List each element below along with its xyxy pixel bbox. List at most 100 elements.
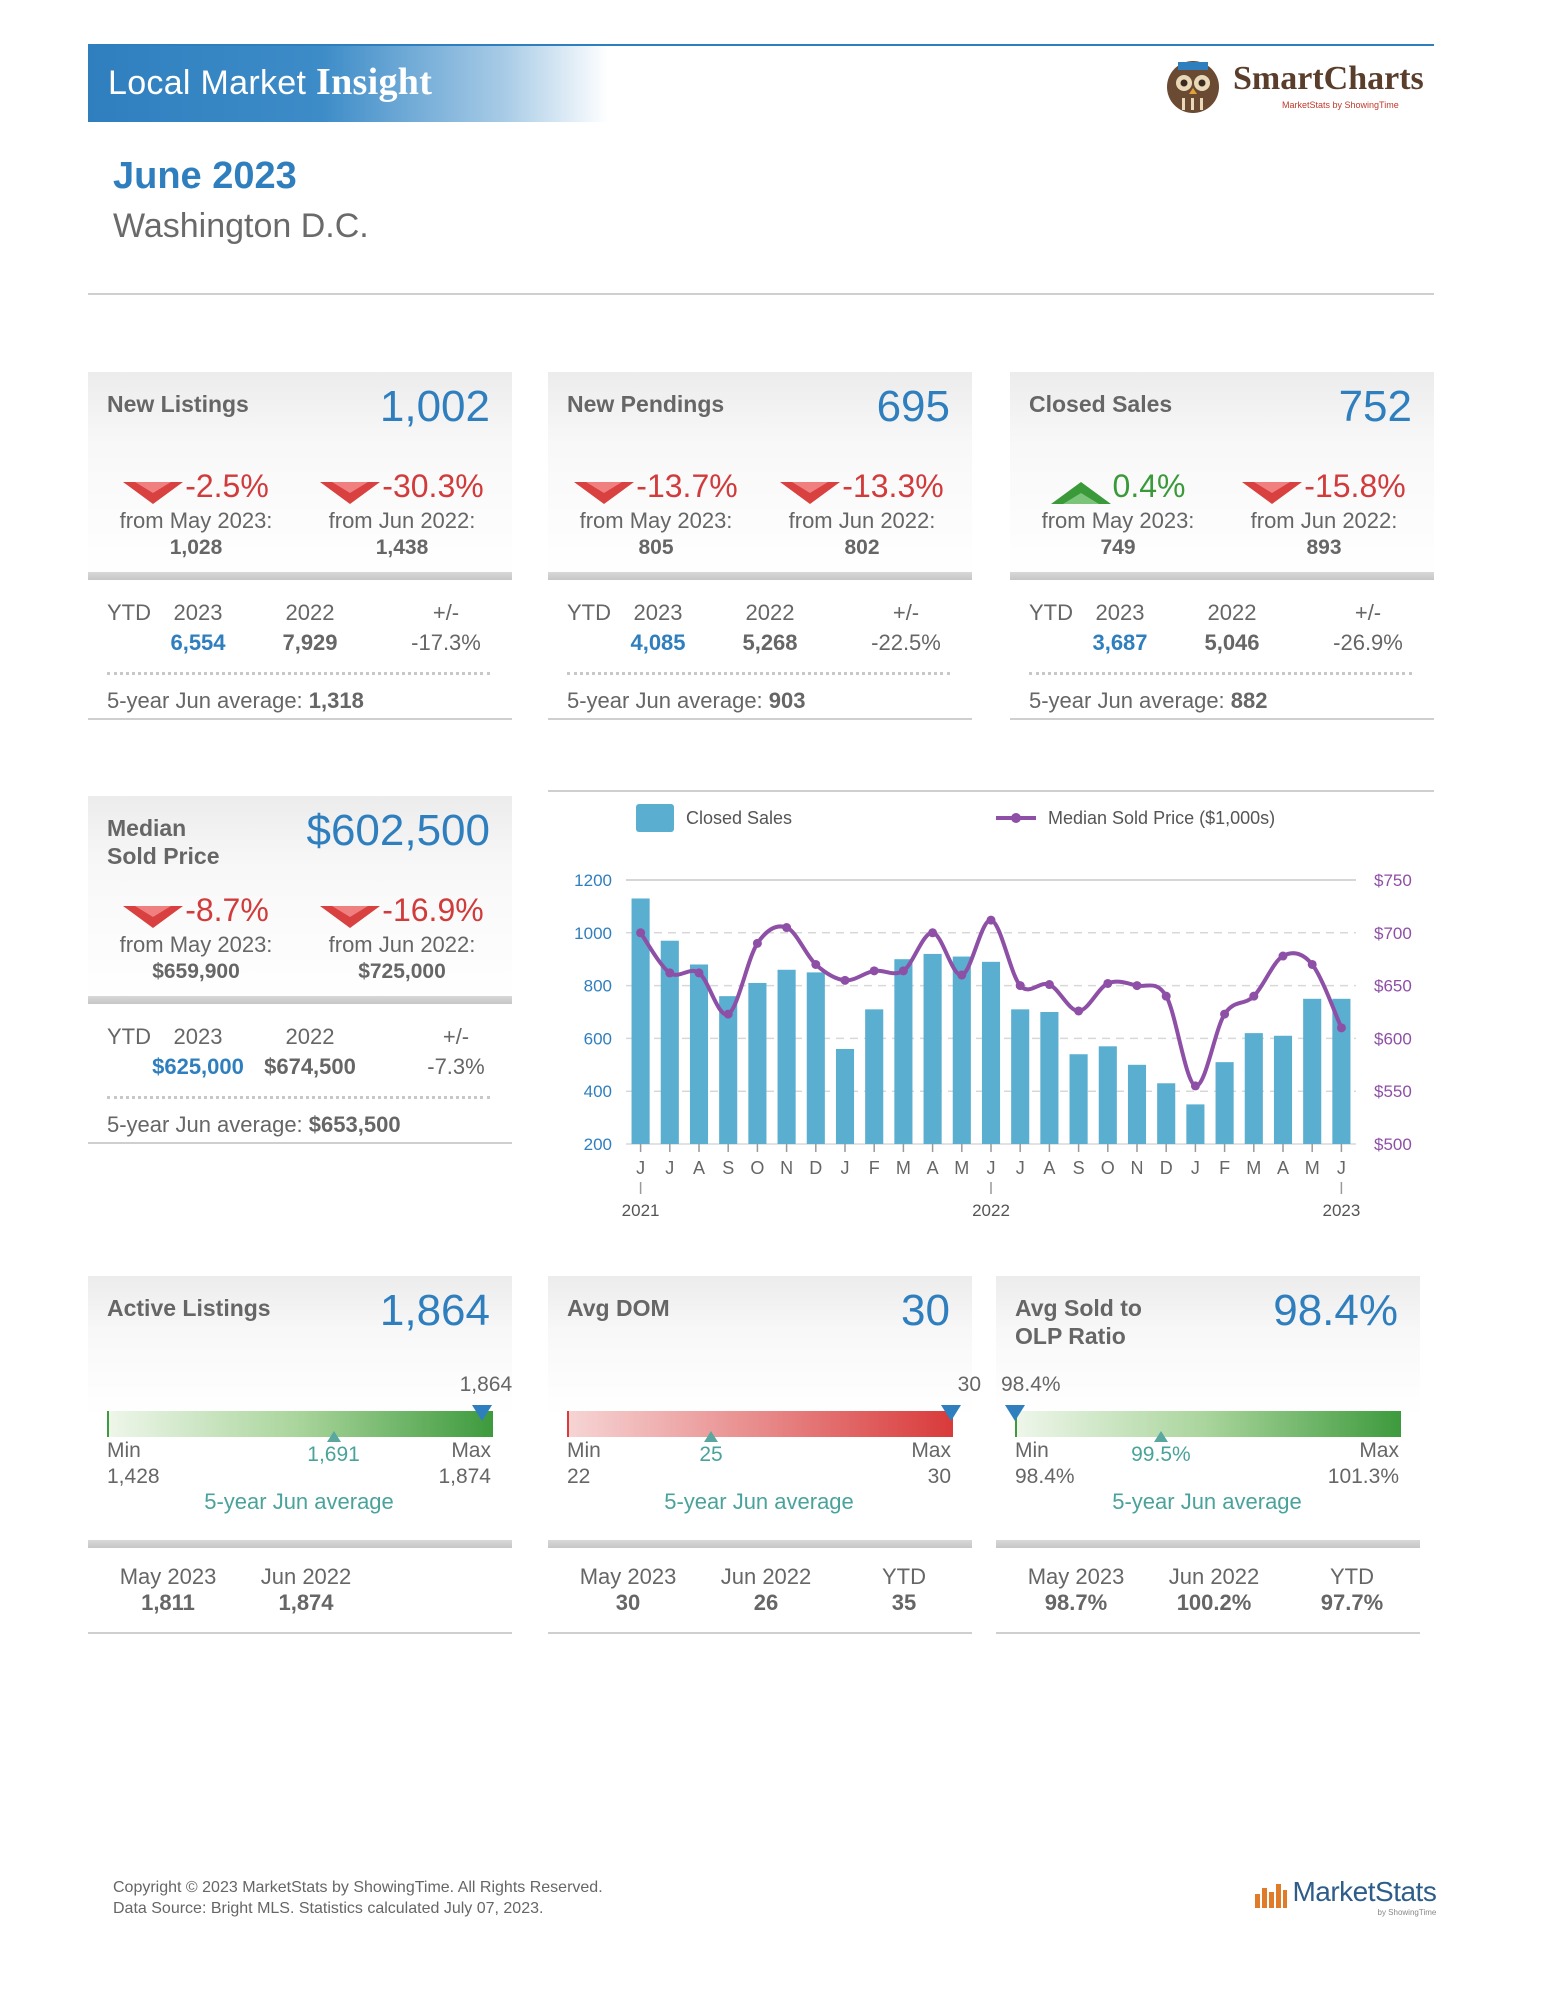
footer-stat-value: 1,811 — [141, 1590, 195, 1615]
change-label: from Jun 2022: — [328, 931, 476, 957]
bar-closed-sales — [835, 1048, 855, 1144]
ytd-label: YTD — [1029, 600, 1073, 625]
ytd-year-current: 2023 — [173, 600, 223, 625]
line-point — [723, 1009, 733, 1019]
bar-closed-sales — [1157, 1083, 1176, 1144]
ytd-value-prior: 7,929 — [282, 630, 338, 655]
change-label: from May 2023: — [579, 507, 733, 533]
ytd-year-prior: 2022 — [285, 1024, 335, 1049]
down-arrow-icon — [574, 481, 635, 504]
bar-closed-sales — [1098, 1046, 1117, 1144]
gauge-value: 1,864 — [379, 1286, 490, 1335]
change-label: from Jun 2022: — [328, 507, 476, 533]
gauge-footer: May 2023 1,811 Jun 2022 1,874 — [88, 1540, 512, 1634]
gauge-card-2: Avg Sold to OLP Ratio 98.4% — [996, 1276, 1420, 1416]
change-arrow — [123, 905, 185, 928]
dotted-divider — [107, 672, 490, 675]
change-vs-prev-year: -13.3% from Jun 2022: 802 — [762, 468, 962, 560]
five-year-average: 5-year Jun average: 903 — [567, 688, 806, 714]
change-label: from Jun 2022: — [1250, 507, 1398, 533]
avg-value: $653,500 — [308, 1112, 401, 1137]
change-base-value: $659,900 — [152, 959, 240, 983]
footer-stat-label: YTD — [1330, 1564, 1374, 1589]
average-label: 5-year Jun average — [1112, 1489, 1302, 1514]
gauge-title: Active Listings — [107, 1295, 271, 1321]
footer-stat-label: May 2023 — [119, 1564, 217, 1589]
card-title: Closed Sales — [1029, 391, 1173, 417]
ytd-label: YTD — [107, 600, 151, 625]
header-title-prefix: Local Market — [108, 64, 307, 102]
average-marker-icon — [326, 1431, 341, 1442]
ytd-change-header: +/- — [892, 600, 920, 625]
chart-panel: 1200 $750 1000 $700 800 $650 600 $600 400 $550 200… — [548, 790, 1434, 1228]
gauge-footer: May 2023 30 Jun 2022 26 YTD 35 — [548, 1540, 972, 1634]
change-base-value: 805 — [638, 535, 674, 559]
bar-closed-sales — [719, 996, 738, 1144]
average-value: 1,691 — [307, 1443, 360, 1466]
gauge-bar — [107, 1411, 493, 1437]
gauge-value: 30 — [901, 1286, 950, 1335]
x-tick-label: F — [869, 1158, 880, 1178]
x-tick-label: F — [1219, 1158, 1230, 1178]
avg-label: 5-year Jun average: — [107, 1112, 303, 1137]
x-tick-label: O — [750, 1158, 764, 1178]
ytd-block: YTD 2023 2022 +/- $625,000 $674,500 -7.3% 5-yea… — [88, 1004, 512, 1144]
change-vs-prev-month: -13.7% from May 2023: 805 — [556, 468, 756, 560]
footer-stat: YTD 97.7% — [1282, 1564, 1422, 1616]
card-value: 752 — [1338, 382, 1412, 431]
card-bottom-rule — [88, 718, 512, 720]
ytd-change-value: -17.3% — [411, 630, 481, 655]
ytd-label: YTD — [567, 600, 611, 625]
ytd-block: YTD 2023 2022 +/- 3,687 5,046 -26.9% 5-year Jun… — [1010, 580, 1434, 720]
line-point — [1015, 981, 1025, 991]
bar-closed-sales — [865, 1009, 884, 1144]
line-point — [1190, 1081, 1200, 1091]
change-vs-prev-year: -30.3% from Jun 2022: 1,438 — [302, 468, 502, 560]
x-tick-label: A — [693, 1158, 705, 1178]
report-area: Washington D.C. — [113, 207, 369, 245]
gauge-current-label: 1,864 — [459, 1373, 513, 1396]
five-year-average: 5-year Jun average: $653,500 — [107, 1112, 401, 1138]
dotted-divider — [567, 672, 950, 675]
change-arrow — [780, 481, 842, 504]
change-arrow — [320, 905, 382, 928]
x-tick-label: M — [1305, 1158, 1320, 1178]
line-point — [957, 970, 967, 980]
gauge-title: Avg Sold to OLP Ratio — [1015, 1295, 1142, 1349]
bar-closed-sales — [689, 964, 709, 1144]
bar-closed-sales — [923, 953, 942, 1144]
line-point — [1074, 1006, 1084, 1016]
ytd-value-current: $625,000 — [152, 1054, 244, 1079]
footer-stat-value: 30 — [615, 1590, 641, 1615]
x-tick-label: J — [636, 1158, 645, 1178]
y-right-tick-label: $750 — [1374, 871, 1412, 890]
change-arrow — [1050, 481, 1113, 504]
dotted-divider — [107, 1096, 490, 1099]
ytd-change-header: +/- — [432, 600, 460, 625]
change-vs-prev-year: -15.8% from Jun 2022: 893 — [1224, 468, 1424, 560]
stat-card-0: New Listings 1,002 -2.5% from May 2023: 1,02… — [88, 372, 512, 580]
footer-stat: Jun 2022 26 — [696, 1564, 836, 1616]
change-label: from May 2023: — [119, 931, 273, 957]
bar-closed-sales — [1215, 1062, 1234, 1144]
line-point — [1249, 991, 1259, 1001]
bar-closed-sales — [1332, 998, 1351, 1144]
down-arrow-icon — [780, 481, 841, 504]
header-title-bold: Insight — [316, 61, 433, 103]
ytd-change-value: -22.5% — [871, 630, 941, 655]
x-tick-label: D — [1160, 1158, 1173, 1178]
change-pct: -30.3% — [382, 468, 484, 504]
change-vs-prev-month: -8.7% from May 2023: $659,900 — [96, 892, 296, 984]
line-point — [1103, 978, 1113, 988]
max-value: 30 — [927, 1465, 951, 1488]
y-right-tick-label: $650 — [1374, 977, 1412, 996]
change-pct: -13.3% — [842, 468, 944, 504]
min-value: 1,428 — [107, 1465, 160, 1488]
ytd-year-prior: 2022 — [1207, 600, 1257, 625]
min-value: 22 — [567, 1465, 591, 1488]
change-base-value: 893 — [1306, 535, 1342, 559]
bar-closed-sales — [777, 969, 796, 1144]
y-left-tick-label: 600 — [584, 1029, 612, 1048]
avg-value: 1,318 — [308, 688, 364, 713]
header-band — [88, 44, 1434, 124]
